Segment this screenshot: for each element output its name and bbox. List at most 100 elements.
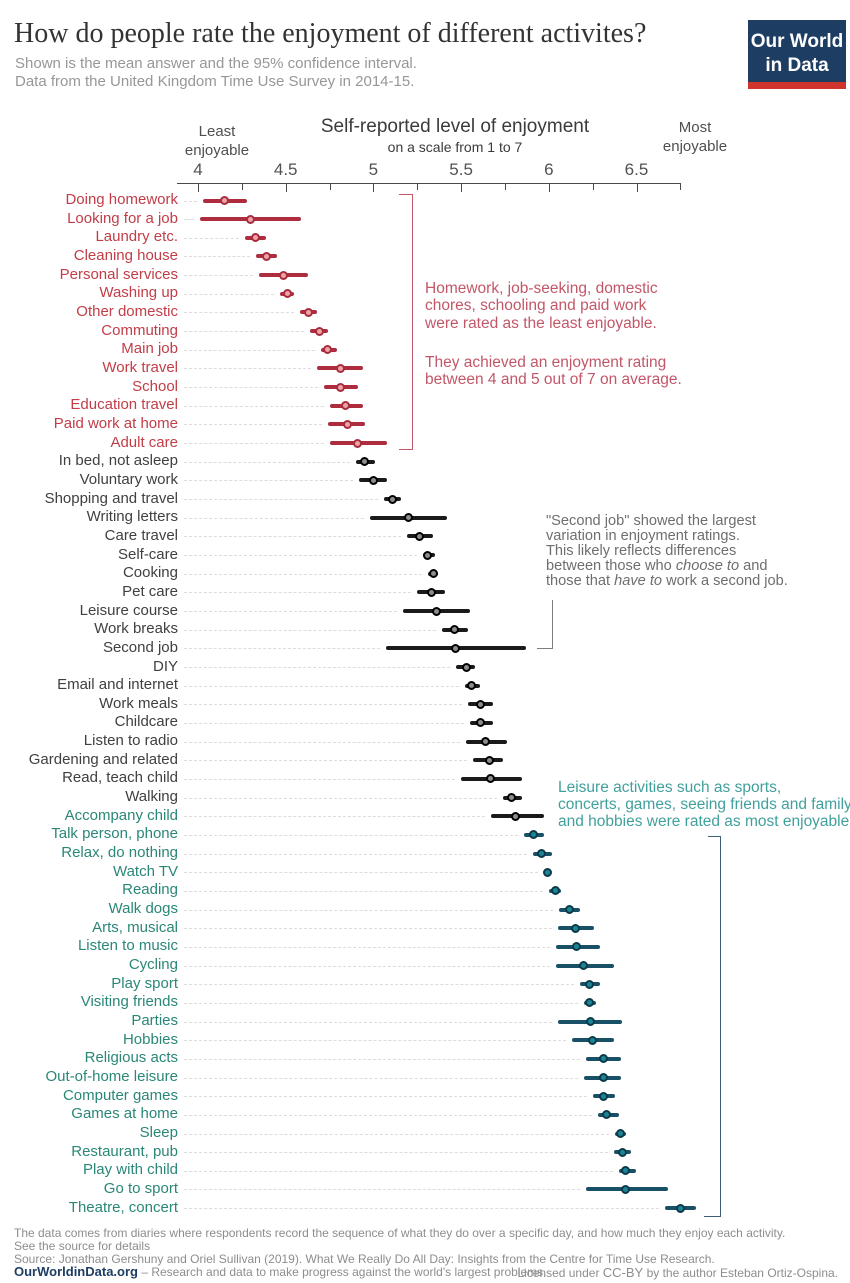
- mean-dot: [342, 419, 352, 429]
- mean-dot: [675, 1203, 685, 1213]
- row-label: Main job: [121, 340, 178, 358]
- leader-line: [184, 312, 294, 314]
- mean-dot: [388, 494, 398, 504]
- mean-dot: [537, 849, 547, 859]
- leader-line: [184, 555, 417, 557]
- mean-dot: [304, 307, 313, 317]
- bracket-most-cap-top: [708, 836, 721, 837]
- subtitle-line-1: Shown is the mean answer and the 95% con…: [15, 55, 417, 72]
- row-label: Voluntary work: [79, 470, 178, 488]
- row-label: Looking for a job: [67, 209, 178, 227]
- leader-line: [184, 1152, 608, 1154]
- leader-line: [184, 331, 305, 333]
- leader-line: [184, 200, 198, 202]
- row-label: DIY: [152, 657, 178, 675]
- row-label: Theatre, concert: [68, 1198, 178, 1216]
- mean-dot: [598, 1073, 608, 1083]
- mean-dot: [428, 569, 438, 579]
- mean-dot: [528, 830, 538, 840]
- leader-line: [184, 461, 350, 463]
- leader-line: [184, 219, 194, 221]
- mean-dot: [617, 1147, 627, 1157]
- row-label: Accompany child: [64, 806, 178, 824]
- owid-logo[interactable]: Our World in Data: [748, 20, 846, 89]
- mean-dot: [414, 531, 424, 541]
- annotation-italic-segment: have to: [614, 573, 663, 589]
- row-label: Walk dogs: [108, 900, 178, 918]
- leader-line: [184, 349, 315, 351]
- license-pre: Licensed under: [517, 1266, 603, 1280]
- leader-line: [184, 237, 240, 239]
- leader-line: [184, 1002, 578, 1004]
- bracket-least: [411, 194, 413, 449]
- mean-dot: [584, 979, 594, 989]
- leader-line: [184, 648, 380, 650]
- owid-link[interactable]: OurWorldinData.org: [14, 1264, 138, 1279]
- leader-line: [184, 480, 354, 482]
- footer-license: Licensed under CC-BY by the author Esteb…: [517, 1265, 838, 1280]
- axis-least-label: Least enjoyable: [184, 123, 250, 159]
- row-label: Leisure course: [79, 601, 178, 619]
- axis-most-label: Most enjoyable: [662, 119, 728, 155]
- leader-line: [184, 536, 401, 538]
- row-label: Self-care: [117, 545, 178, 563]
- axis-major-tick: [548, 184, 550, 192]
- leader-line: [184, 1189, 580, 1191]
- mean-dot: [282, 289, 292, 299]
- row-label: Work breaks: [94, 620, 178, 638]
- license-post: by the author Esteban Ortiz-Ospina.: [643, 1266, 838, 1280]
- axis-minor-tick: [680, 184, 682, 190]
- mean-dot: [584, 998, 594, 1008]
- bracket-most-cap-bottom: [704, 1216, 721, 1217]
- leader-line: [184, 573, 422, 575]
- row-label: Email and internet: [57, 676, 178, 694]
- row-label: Other domestic: [76, 302, 178, 320]
- axis-tick-label: 5.5: [449, 160, 473, 179]
- row-label: Hobbies: [122, 1030, 178, 1048]
- mean-dot: [335, 363, 345, 373]
- mean-dot: [588, 1035, 598, 1045]
- row-label: Gardening and related: [28, 750, 178, 768]
- mean-dot: [251, 233, 261, 243]
- row-label: Adult care: [110, 433, 178, 451]
- mean-dot: [621, 1166, 631, 1176]
- leader-line: [184, 629, 436, 631]
- leader-line: [184, 909, 554, 911]
- row-label: Pet care: [122, 582, 178, 600]
- axis-minor-tick: [241, 184, 243, 190]
- row-label: School: [132, 377, 178, 395]
- axis-tick-label: 6.5: [624, 160, 649, 179]
- axis-tick-label: 6: [544, 160, 554, 179]
- row-label: Games at home: [71, 1105, 178, 1123]
- mean-dot: [598, 1091, 608, 1101]
- row-label: Parties: [131, 1012, 178, 1030]
- leader-line: [184, 872, 538, 874]
- row-label: Computer games: [62, 1086, 178, 1104]
- leader-line: [184, 1114, 592, 1116]
- mean-dot: [461, 662, 471, 672]
- leader-line: [184, 293, 275, 295]
- row-label: Second job: [102, 638, 178, 656]
- mean-dot: [314, 326, 324, 336]
- row-label: Listen to music: [77, 937, 178, 955]
- mean-dot: [360, 457, 370, 467]
- mean-dot: [261, 251, 271, 261]
- mean-dot: [551, 886, 561, 896]
- mean-dot: [475, 699, 485, 709]
- annotation-most-enjoyable: Leisure activities such as sports, conce…: [558, 779, 850, 830]
- leader-line: [184, 275, 254, 277]
- mean-dot: [510, 811, 520, 821]
- owid-logo-strip: [748, 82, 846, 89]
- mean-dot: [323, 345, 333, 355]
- row-label: Relax, do nothing: [61, 844, 178, 862]
- ccby-link[interactable]: CC-BY: [602, 1265, 644, 1280]
- mean-dot: [481, 737, 491, 747]
- mean-dot: [621, 1184, 631, 1194]
- axis-major-tick: [198, 184, 199, 192]
- row-label: Restaurant, pub: [71, 1142, 178, 1160]
- mean-dot: [484, 755, 494, 765]
- annotation-least-para1: Homework, job-seeking, domestic chores, …: [425, 279, 658, 332]
- leader-line: [184, 853, 527, 855]
- axis-major-tick: [285, 184, 287, 192]
